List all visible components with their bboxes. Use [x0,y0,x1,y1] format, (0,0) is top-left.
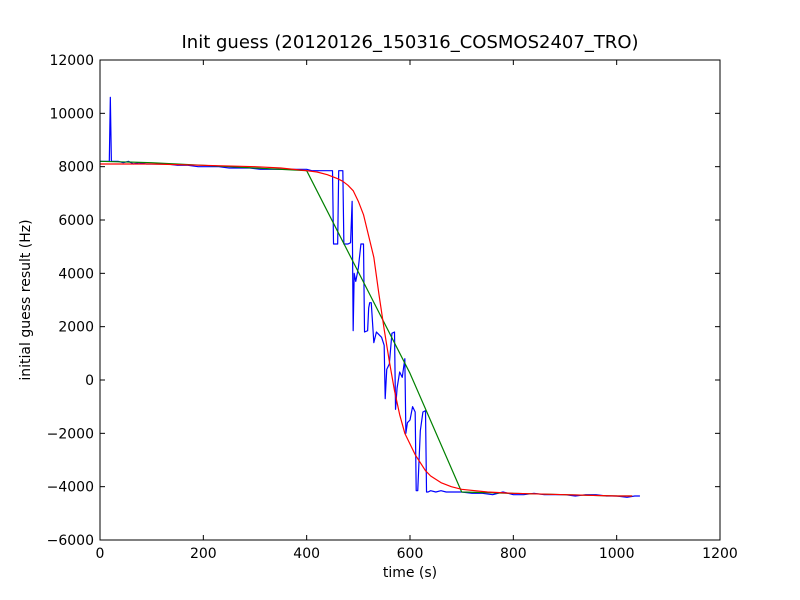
y-tick-label: 8000 [58,160,94,176]
y-tick-label: 10000 [49,106,94,122]
x-tick-label: 1000 [599,546,635,562]
y-axis-label: initial guess result (Hz) [18,219,34,380]
y-tick-label: −6000 [47,533,94,549]
y-axis-ticks: −6000 −4000 −2000 0 2000 4000 6000 8000 10000 120… [47,53,720,549]
x-tick-label: 600 [397,546,424,562]
y-tick-label: −2000 [47,426,94,442]
y-tick-label: 0 [85,373,94,389]
series-layer [99,96,640,498]
series-line-1 [100,96,640,498]
plot-background [100,60,720,540]
x-tick-label: 400 [293,546,320,562]
x-tick-label: 1200 [702,546,738,562]
y-tick-label: 2000 [58,320,94,336]
series-line-3 [100,163,633,497]
plot-frame [99,59,721,541]
x-axis-ticks: 0 200 400 600 800 1000 1200 [96,60,738,562]
x-axis-label: time (s) [383,565,437,581]
chart-title: Init guess (20120126_150316_COSMOS2407_T… [181,32,638,53]
x-tick-label: 0 [96,546,105,562]
y-tick-label: 12000 [49,53,94,69]
y-tick-label: 6000 [58,213,94,229]
x-tick-label: 200 [190,546,217,562]
y-tick-label: 4000 [58,266,94,282]
plot-area [100,60,720,540]
y-tick-label: −4000 [47,480,94,496]
x-tick-label: 800 [500,546,527,562]
